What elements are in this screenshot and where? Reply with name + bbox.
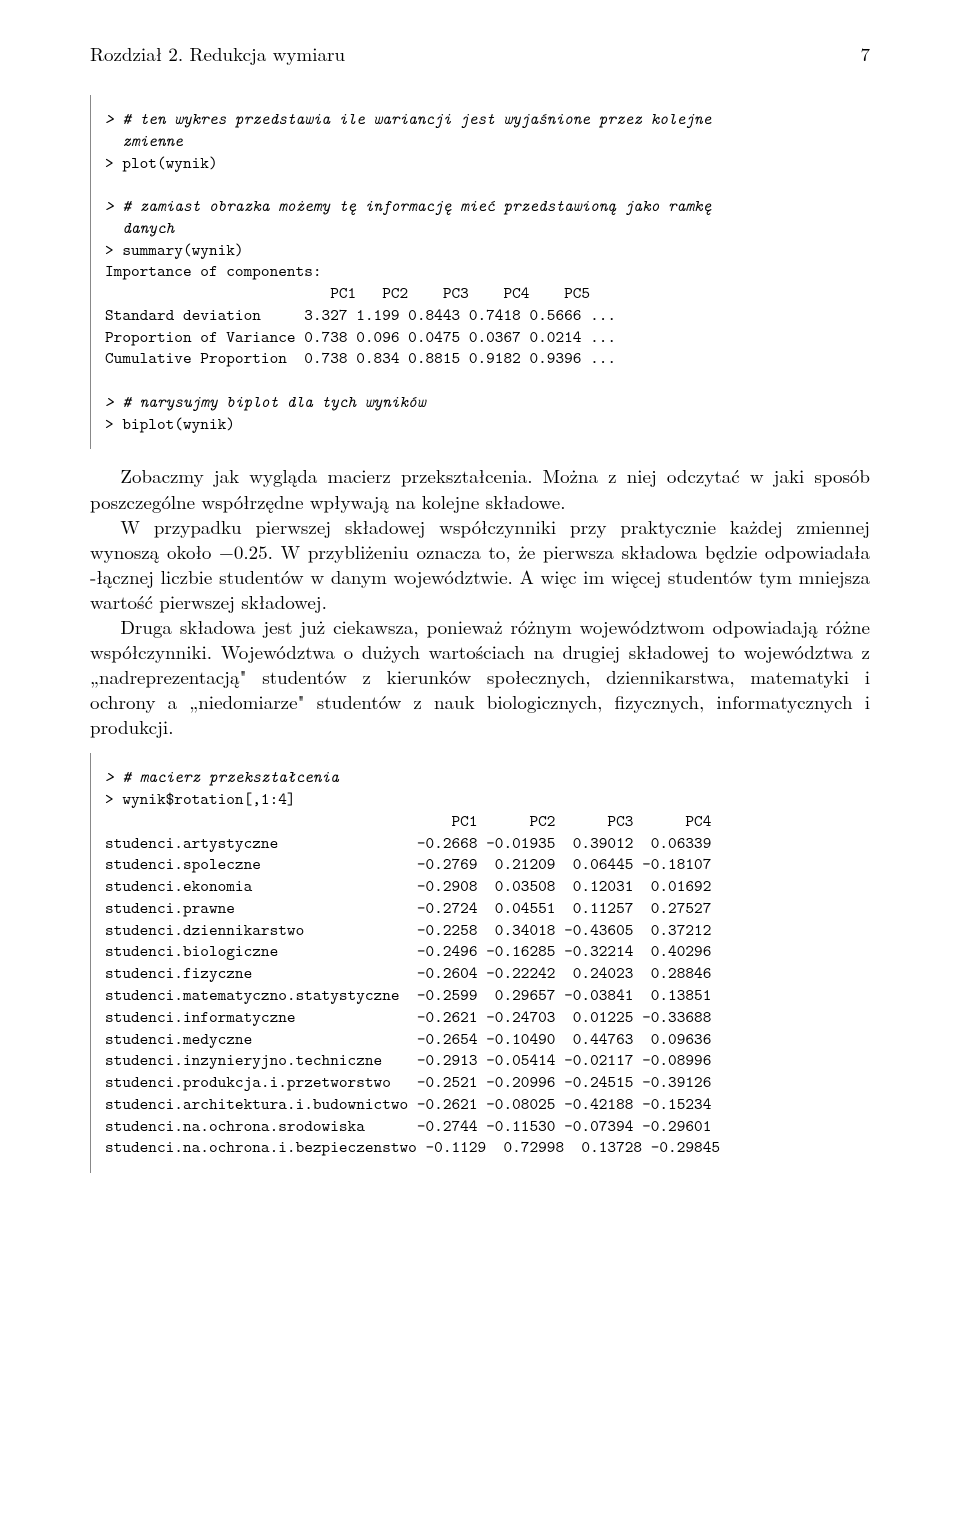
code-line: Proportion of Variance 0.738 0.096 0.047… <box>105 326 616 348</box>
page: Rozdział 2. Redukcja wymiaru 7 > # ten w… <box>0 0 960 1227</box>
header-page-number: 7 <box>860 40 870 67</box>
code-line: > # ten wykres przedstawia ile wariancji… <box>105 108 711 130</box>
code-line: danych <box>105 217 174 239</box>
code-line: studenci.ekonomia -0.2908 0.03508 0.1203… <box>105 875 711 897</box>
code-line: > # zamiast obrazka możemy tę informację… <box>105 195 711 217</box>
body-text: Zobaczmy jak wygląda macierz przekształc… <box>90 463 870 739</box>
code-line: > biplot(wynik) <box>105 413 235 435</box>
code-line: > # macierz przekształcenia <box>105 766 339 788</box>
header-chapter: Rozdział 2. Redukcja wymiaru <box>90 40 345 67</box>
paragraph: Druga składowa jest już ciekawsza, ponie… <box>90 614 870 739</box>
code-line: studenci.medyczne -0.2654 -0.10490 0.447… <box>105 1028 711 1050</box>
code-line: studenci.na.ochrona.i.bezpieczenstwo -0.… <box>105 1136 720 1158</box>
code-line: studenci.spoleczne -0.2769 0.21209 0.064… <box>105 853 711 875</box>
paragraph: Zobaczmy jak wygląda macierz przekształc… <box>90 463 870 513</box>
code-line: Cumulative Proportion 0.738 0.834 0.8815… <box>105 347 616 369</box>
code-line: PC1 PC2 PC3 PC4 <box>105 810 711 832</box>
code-line: studenci.produkcja.i.przetworstwo -0.252… <box>105 1071 711 1093</box>
code-line: > # narysujmy biplot dla tych wyników <box>105 391 426 413</box>
code-line: studenci.informatyczne -0.2621 -0.24703 … <box>105 1006 711 1028</box>
code-line: studenci.prawne -0.2724 0.04551 0.11257 … <box>105 897 711 919</box>
code-line: > wynik$rotation[,1:4] <box>105 788 296 810</box>
code-line: PC1 PC2 PC3 PC4 PC5 <box>105 282 590 304</box>
code-line: studenci.artystyczne -0.2668 -0.01935 0.… <box>105 832 711 854</box>
code-line: studenci.dziennikarstwo -0.2258 0.34018 … <box>105 919 711 941</box>
code-line: studenci.biologiczne -0.2496 -0.16285 -0… <box>105 940 711 962</box>
code-block-1: > # ten wykres przedstawia ile wariancji… <box>90 95 870 449</box>
code-line: studenci.matematyczno.statystyczne -0.25… <box>105 984 711 1006</box>
code-line: studenci.fizyczne -0.2604 -0.22242 0.240… <box>105 962 711 984</box>
paragraph: W przypadku pierwszej składowej współczy… <box>90 514 870 614</box>
code-line: Importance of components: <box>105 260 322 282</box>
code-line: studenci.inzynieryjno.techniczne -0.2913… <box>105 1049 711 1071</box>
code-line: studenci.na.ochrona.srodowiska -0.2744 -… <box>105 1115 711 1137</box>
code-line: zmienne <box>105 130 183 152</box>
code-line: Standard deviation 3.327 1.199 0.8443 0.… <box>105 304 616 326</box>
code-line: > plot(wynik) <box>105 152 218 174</box>
code-block-2: > # macierz przekształcenia > wynik$rota… <box>90 753 870 1173</box>
page-header: Rozdział 2. Redukcja wymiaru 7 <box>90 40 870 67</box>
code-line: studenci.architektura.i.budownictwo -0.2… <box>105 1093 711 1115</box>
code-line: > summary(wynik) <box>105 239 244 261</box>
